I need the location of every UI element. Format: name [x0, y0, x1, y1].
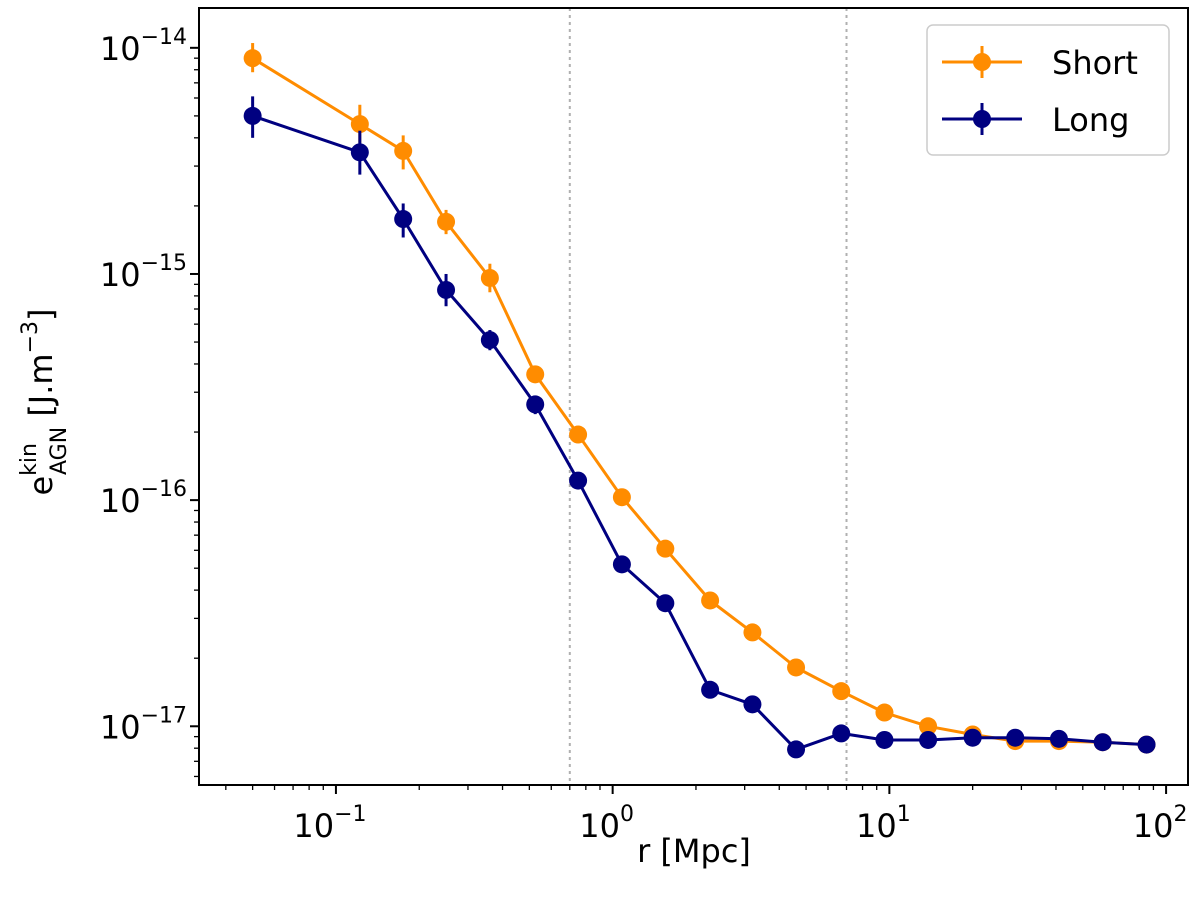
data-point-short: [787, 658, 806, 677]
x-tick-label: 102: [1133, 802, 1188, 845]
series-line-short: [251, 56, 1147, 747]
data-point-long: [963, 728, 982, 747]
data-point-short: [743, 623, 762, 642]
plot-series: [243, 43, 1156, 759]
x-axis-ticks: 10−1 100 101 102: [225, 785, 1188, 845]
data-point-long: [743, 695, 762, 714]
data-point-long: [656, 594, 675, 613]
legend-label-long: Long: [1052, 101, 1129, 139]
series-long: [243, 96, 1156, 759]
data-point-long: [787, 740, 806, 759]
y-tick-label-base: 10: [100, 708, 141, 746]
data-point-long: [243, 106, 262, 125]
data-point-long: [875, 730, 894, 749]
data-point-long: [526, 395, 545, 414]
data-point-long: [1049, 729, 1068, 748]
y-tick-label-exp: −16: [141, 477, 187, 502]
reference-lines: [568, 8, 848, 785]
x-tick-label-base: 10: [293, 807, 334, 845]
data-point-short: [526, 365, 545, 384]
y-axis-label-sup: kin: [17, 443, 42, 476]
y-axis-label-base: e: [22, 476, 60, 496]
data-point-long: [437, 280, 456, 299]
data-point-long: [919, 730, 938, 749]
y-tick-label-exp: −14: [141, 25, 187, 50]
x-tick-label-base: 10: [1133, 807, 1174, 845]
x-tick-label-exp: 1: [897, 802, 911, 827]
x-tick-label-exp: 2: [1173, 802, 1187, 827]
x-tick-label: 101: [856, 802, 911, 845]
data-point-short: [569, 425, 588, 444]
data-point-short: [243, 49, 262, 68]
y-tick-label-base: 10: [100, 30, 141, 68]
data-point-short: [656, 539, 675, 558]
y-tick-label-base: 10: [100, 256, 141, 294]
legend-label-short: Short: [1052, 44, 1138, 82]
data-point-long: [480, 331, 499, 350]
y-axis-label-unit-exp: −3: [18, 321, 43, 353]
data-point-long: [1006, 728, 1025, 747]
y-axis-label-sub: AGN: [47, 427, 72, 475]
legend-entry-short: Short: [942, 44, 1138, 82]
y-tick-label-exp: −15: [141, 251, 187, 276]
data-point-short: [832, 682, 851, 701]
y-tick-label: 10−16: [100, 477, 187, 520]
data-point-long: [832, 724, 851, 743]
x-tick-label: 10−1: [293, 802, 366, 845]
legend-marker-long: [973, 110, 991, 128]
y-axis-label: ekin AGN [J.m−3]: [17, 308, 72, 495]
data-point-long: [701, 680, 720, 699]
data-point-long: [394, 210, 413, 229]
y-tick-label-base: 10: [100, 482, 141, 520]
y-tick-label: 10−17: [100, 703, 187, 746]
y-tick-label: 10−15: [100, 251, 187, 294]
x-tick-label: 100: [579, 802, 634, 845]
legend: Short Long: [926, 24, 1170, 156]
x-tick-label-exp: −1: [334, 802, 366, 827]
x-axis-label: r [Mpc]: [637, 832, 751, 870]
data-point-short: [701, 591, 720, 610]
data-point-short: [875, 703, 894, 722]
data-point-short: [480, 268, 499, 287]
data-point-long: [569, 471, 588, 490]
legend-entry-long: Long: [942, 101, 1129, 139]
y-tick-label-exp: −17: [141, 703, 187, 728]
data-point-short: [394, 141, 413, 160]
y-axis-label-unit-end: ]: [22, 308, 60, 320]
y-axis-label-unit: [J.m: [22, 353, 60, 426]
x-tick-label-exp: 0: [620, 802, 634, 827]
x-tick-label-base: 10: [856, 807, 897, 845]
y-tick-label: 10−14: [100, 25, 187, 68]
data-point-long: [350, 143, 369, 162]
data-point-short: [350, 115, 369, 134]
series-line-long: [252, 114, 1147, 751]
legend-marker-short: [973, 53, 991, 71]
x-tick-label-base: 10: [579, 807, 620, 845]
data-point-long: [1137, 735, 1156, 754]
data-point-long: [612, 555, 631, 574]
data-point-long: [1093, 733, 1112, 752]
data-point-short: [919, 717, 938, 736]
data-point-short: [437, 212, 456, 231]
data-point-short: [612, 488, 631, 507]
plot-area-frame: [198, 7, 1189, 786]
